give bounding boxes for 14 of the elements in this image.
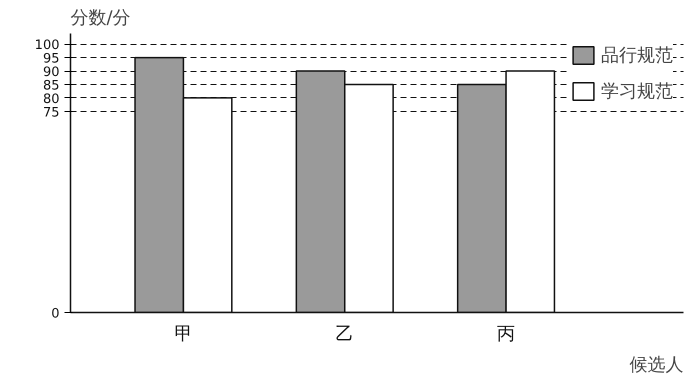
legend-label: 品行规范	[601, 44, 673, 67]
y-axis-title: 分数/分	[70, 8, 131, 28]
y-tick-label: 0	[51, 306, 60, 322]
y-tick-label: 90	[42, 65, 60, 80]
legend-label: 学习规范	[601, 80, 673, 103]
y-tick-label: 95	[42, 52, 60, 67]
y-tick-label: 80	[42, 92, 60, 107]
x-tick-label: 丙	[497, 324, 516, 344]
x-tick-label: 甲	[174, 324, 192, 344]
y-tick-label: 100	[34, 38, 60, 54]
x-tick-label: 乙	[336, 324, 354, 344]
y-tick-label: 75	[42, 105, 60, 120]
x-axis-title: 候选人	[630, 354, 684, 376]
y-tick-label: 85	[42, 78, 60, 94]
